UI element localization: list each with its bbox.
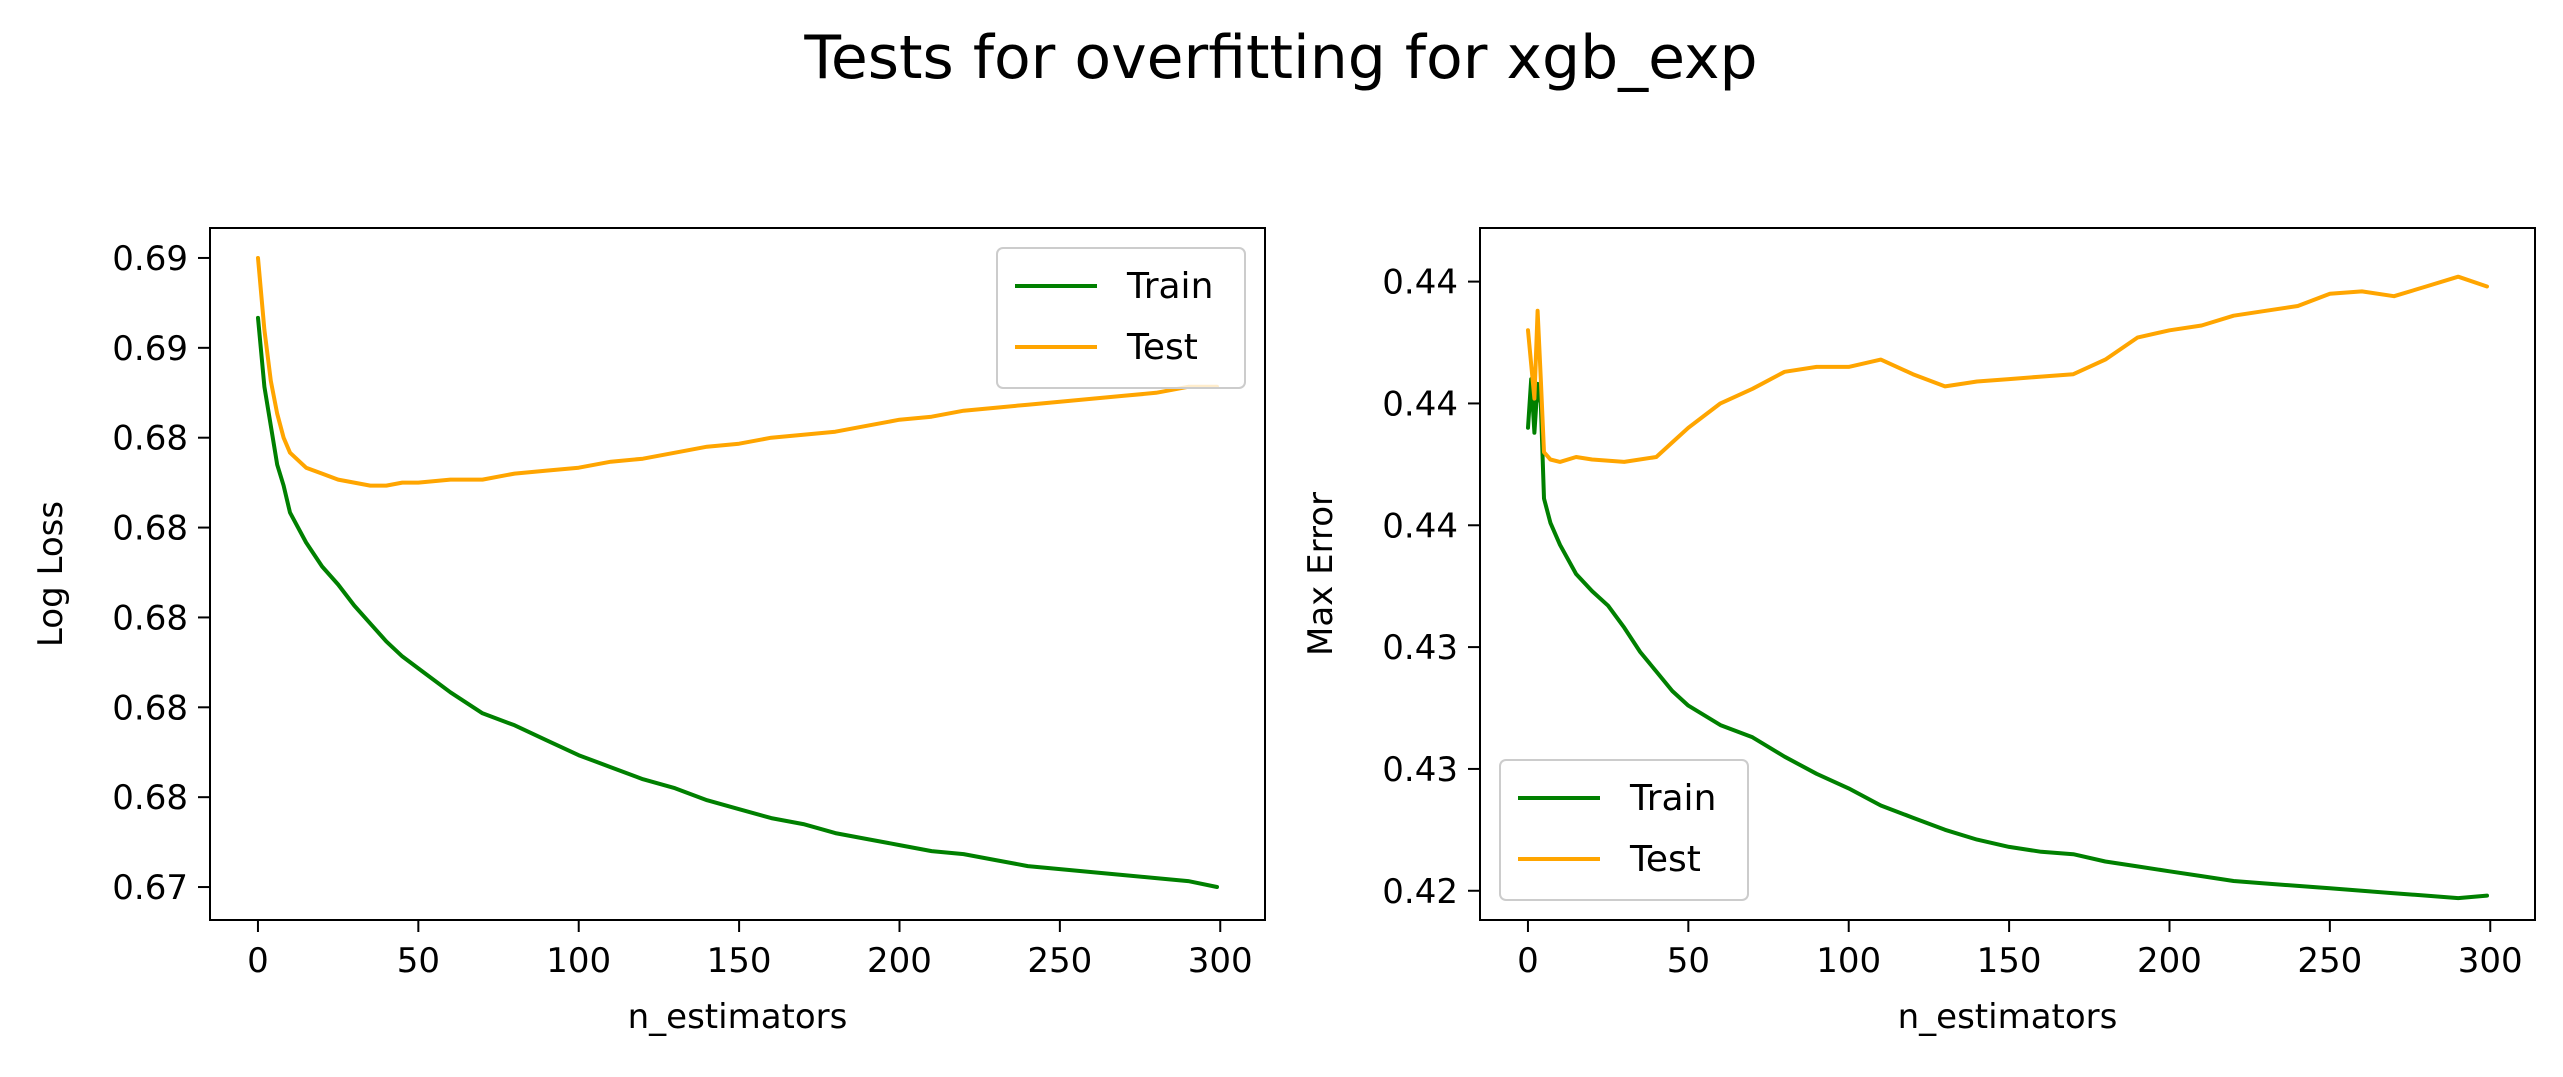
loss-y-tick-label: 0.68	[112, 598, 188, 638]
loss-y-tick-label: 0.69	[112, 329, 188, 369]
maxerr-series-train-line	[1526, 377, 2489, 901]
loss-legend-box	[996, 247, 1246, 389]
maxerr-y-tick-label: 0.42	[1382, 872, 1458, 912]
figure-title: Tests for overfitting for xgb_exp	[803, 23, 1757, 93]
loss-y-tick-label: 0.68	[112, 419, 188, 459]
maxerr-x-tick-label: 100	[1816, 941, 1881, 981]
loss-axes-frame	[209, 227, 1266, 921]
loss-y-tick-label: 0.69	[112, 239, 188, 279]
loss-y-tick-label: 0.68	[112, 688, 188, 728]
max-error-chart: 0 50 100 150 200 250 300 0.42 0.43 0.43 0.44 0.44 0.…	[1301, 227, 2536, 1037]
loss-y-tick-label: 0.67	[112, 868, 188, 908]
loss-legend-label-test: Test	[1126, 327, 1198, 368]
loss-x-tick-label: 300	[1188, 941, 1253, 981]
loss-legend-label-train: Train	[1126, 266, 1213, 307]
loss-x-tick-label: 200	[867, 941, 932, 981]
maxerr-y-axis-label: Max Error	[1301, 492, 1341, 656]
loss-x-tick-label: 250	[1027, 941, 1092, 981]
maxerr-x-tick-label: 0	[1517, 941, 1539, 981]
maxerr-x-tick-label: 50	[1667, 941, 1710, 981]
loss-x-tick-label: 150	[707, 941, 772, 981]
loss-y-tick-label: 0.68	[112, 509, 188, 549]
maxerr-y-tick-label: 0.44	[1382, 384, 1458, 424]
maxerr-x-tick-label: 200	[2137, 941, 2202, 981]
maxerr-x-tick-label: 250	[2297, 941, 2362, 981]
loss-y-tick-label: 0.68	[112, 778, 188, 818]
loss-x-tick-label: 100	[546, 941, 611, 981]
maxerr-y-tick-label: 0.44	[1382, 506, 1458, 546]
maxerr-y-tick-label: 0.43	[1382, 628, 1458, 668]
loss-series-test-line	[256, 256, 1219, 488]
maxerr-x-axis-label: n_estimators	[1898, 997, 2118, 1037]
loss-series-train-line	[256, 315, 1219, 889]
maxerr-legend-label-train: Train	[1629, 778, 1716, 819]
log-loss-chart: 0 50 100 150 200 250 300 0.67 0.68 0.68 0.68 0.68 0.…	[31, 227, 1266, 1037]
loss-x-tick-label: 0	[247, 941, 269, 981]
maxerr-legend-label-test: Test	[1629, 839, 1701, 880]
maxerr-series-test-line	[1526, 274, 2489, 464]
loss-x-tick-label: 50	[397, 941, 440, 981]
loss-legend: Train Test	[996, 247, 1246, 389]
loss-x-axis-label: n_estimators	[628, 997, 848, 1037]
maxerr-y-tick-label: 0.44	[1382, 263, 1458, 303]
loss-y-axis-label: Log Loss	[31, 501, 71, 647]
maxerr-x-tick-label: 150	[1977, 941, 2042, 981]
maxerr-legend-box	[1499, 759, 1749, 901]
maxerr-y-tick-label: 0.43	[1382, 750, 1458, 790]
maxerr-legend: Train Test	[1499, 759, 1749, 901]
maxerr-x-tick-label: 300	[2458, 941, 2523, 981]
maxerr-axes-frame	[1479, 227, 2536, 921]
